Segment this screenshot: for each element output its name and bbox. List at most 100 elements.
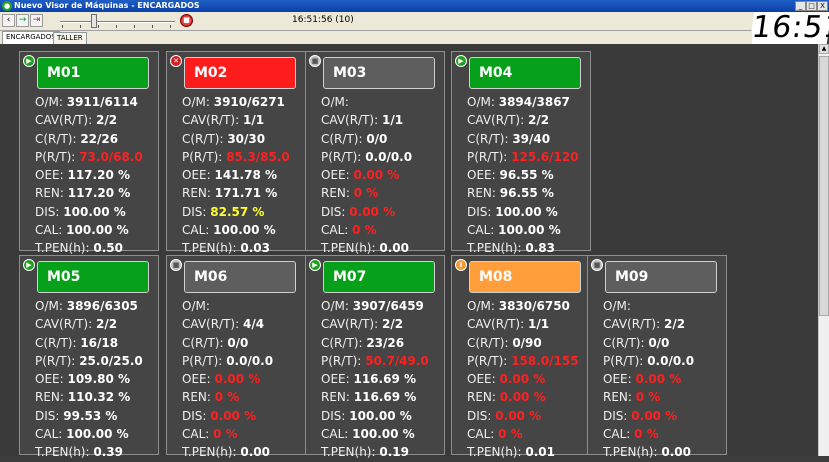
stat-value: 100.00 % [66,223,129,238]
stat-row-cal: CAL: 0 % [182,425,307,443]
stat-label: OEE: [321,372,350,387]
machine-card-m06[interactable]: ■ M06 O/M: CAV(R/T): 4/4 C(R/T): 0/0 P(R/T):… [166,255,307,459]
stat-label: O/M: [467,95,495,109]
stat-value: 110.32 % [67,390,131,405]
stat-label: OEE: [321,168,350,183]
machine-name[interactable]: M08 [469,261,581,293]
machine-name[interactable]: M06 [184,261,296,293]
stat-value: 117.20 % [67,168,130,183]
stat-label: T.PEN(h): [321,445,376,460]
machine-stats: O/M: 3894/3867 CAV(R/T): 2/2 C(R/T): 39/40… [467,93,592,258]
stat-value: 99.53 % [63,408,118,423]
stat-row-cav: CAV(R/T): 4/4 [182,315,307,333]
stat-row-cal: CAL: 100.00 % [35,221,160,239]
stat-row-c: C(R/T): 0/0 [182,334,307,352]
machine-card-m07[interactable]: ▶ M07 O/M: 3907/6459 CAV(R/T): 2/2 C(R/T): 2… [305,255,446,459]
machine-card-m01[interactable]: ▶ M01 O/M: 3911/6114 CAV(R/T): 2/2 C(R/T): 2… [19,51,160,255]
exit-button[interactable]: ⇥ [30,14,43,27]
machine-card-m05[interactable]: ▶ M05 O/M: 3896/6305 CAV(R/T): 2/2 C(R/T): 1… [19,255,160,459]
stat-row-p: P(R/T): 50.7/49.0 [321,352,446,370]
stat-row-om: O/M: 3910/6271 [182,93,307,111]
refresh-slider-track[interactable] [60,21,175,23]
back-button[interactable]: ‹ [2,14,15,27]
machine-card-m09[interactable]: ■ M09 O/M: CAV(R/T): 2/2 C(R/T): 0/0 P(R/T):… [587,255,728,459]
stat-row-p: P(R/T): 158.0/155 [467,352,592,370]
tab-taller[interactable]: TALLER [53,32,87,44]
stat-value: 0.00 % [499,390,546,405]
stat-row-c: C(R/T): 22/26 [35,130,160,148]
stat-row-om: O/M: [182,297,307,315]
stat-row-p: P(R/T): 0.0/0.0 [182,352,307,370]
stat-row-dis: DIS: 99.53 % [35,407,160,425]
machine-card-m04[interactable]: ▶ M04 O/M: 3894/3867 CAV(R/T): 2/2 C(R/T): 3… [451,51,591,255]
stat-row-cal: CAL: 100.00 % [35,425,160,443]
stat-row-oee: OEE: 116.69 % [321,370,446,388]
stat-value: 0.0/0.0 [226,353,274,368]
stat-label: P(R/T): [467,353,508,368]
wrench-icon: ✕ [170,55,182,67]
stat-value: 1/1 [381,113,404,128]
stat-label: CAL: [182,427,210,442]
stat-label: REN: [35,186,64,201]
machine-name[interactable]: M04 [469,57,581,89]
stat-value: 0.00 [661,445,691,460]
machine-card-m03[interactable]: ■ M03 O/M: CAV(R/T): 1/1 C(R/T): 0/0 P(R/T):… [305,51,446,255]
stat-row-dis: DIS: 0.00 % [603,407,728,425]
scrollbar-thumb[interactable] [819,56,829,316]
stat-value: 0 % [213,427,238,442]
stat-row-cav: CAV(R/T): 2/2 [603,315,728,333]
machine-card-m08[interactable]: Ⅱ M08 O/M: 3830/6750 CAV(R/T): 1/1 C(R/T): 0… [451,255,592,459]
stat-value: 96.55 % [499,186,554,201]
maximize-button[interactable]: □ [806,1,817,11]
stat-row-c: C(R/T): 39/40 [467,130,592,148]
minimize-button[interactable]: _ [795,1,806,11]
stat-label: OEE: [35,168,64,183]
scroll-up-icon[interactable]: ▲ [819,44,829,54]
forward-button[interactable]: → [16,14,29,27]
stat-value: 100.00 % [349,408,412,423]
machine-card-m02[interactable]: ✕ M02 O/M: 3910/6271 CAV(R/T): 1/1 C(R/T): 3… [166,51,307,255]
stat-value: 3911/6114 [66,95,138,109]
stat-value: 100.00 % [498,223,561,238]
stat-value: 0.00 [240,445,270,460]
stat-value: 125.6/120 [511,149,579,164]
machine-name[interactable]: M05 [37,261,149,293]
stat-row-tpen: T.PEN(h): 0.00 [182,443,307,461]
stat-row-oee: OEE: 0.00 % [321,166,446,184]
stat-row-ren: REN: 117.20 % [35,184,160,202]
stat-row-dis: DIS: 100.00 % [467,203,592,221]
machine-name[interactable]: M09 [605,261,717,293]
stat-label: P(R/T): [321,353,362,368]
stat-label: T.PEN(h): [467,241,522,256]
tab-encargados[interactable]: ENCARGADOS [2,31,60,44]
stat-value: 0.00 % [495,408,542,423]
close-button[interactable]: X [817,1,828,11]
stat-value: 0.83 [525,241,555,256]
stop-button[interactable]: ■ [180,14,193,27]
stat-label: OEE: [182,168,211,183]
slider-tick [152,25,153,28]
machine-name[interactable]: M03 [323,57,435,89]
stat-row-c: C(R/T): 0/90 [467,334,592,352]
machine-name[interactable]: M02 [184,57,296,89]
stat-row-oee: OEE: 0.00 % [467,370,592,388]
stat-label: T.PEN(h): [35,445,90,460]
stat-label: O/M: [321,95,349,109]
stat-value: 0.00 % [214,372,261,387]
stat-row-c: C(R/T): 23/26 [321,334,446,352]
stat-value: 100.00 % [213,223,276,238]
stat-row-c: C(R/T): 30/30 [182,130,307,148]
window-title: Nuevo Visor de Máquinas - ENCARGADOS [14,1,200,10]
stat-label: DIS: [182,204,207,219]
machine-name[interactable]: M07 [323,261,435,293]
machine-name[interactable]: M01 [37,57,149,89]
stat-value: 3910/6271 [213,95,285,109]
vertical-scrollbar[interactable]: ▲ [818,44,829,456]
stat-row-dis: DIS: 0.00 % [182,407,307,425]
stat-label: O/M: [467,299,495,313]
stat-label: CAV(R/T): [35,317,93,332]
refresh-slider-thumb[interactable] [91,14,97,28]
stat-row-p: P(R/T): 85.3/85.0 [182,148,307,166]
stat-row-tpen: T.PEN(h): 0.19 [321,443,446,461]
stat-value: 25.0/25.0 [79,353,143,368]
